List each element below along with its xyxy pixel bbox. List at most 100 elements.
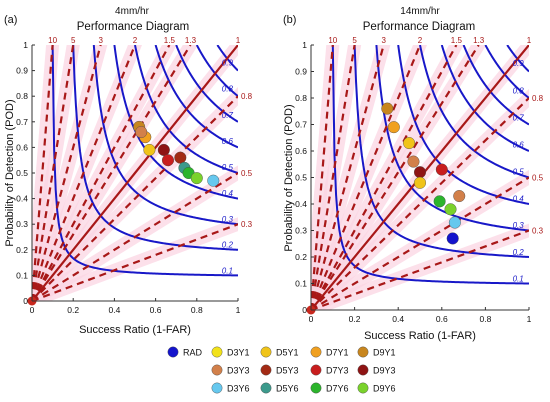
legend-label-d5y6: D5Y6 bbox=[276, 384, 299, 394]
panel-a-y-tick-label: 0.6 bbox=[16, 142, 28, 152]
legend-label-d7y6: D7Y6 bbox=[326, 384, 349, 394]
panel-a-bias-line bbox=[32, 45, 54, 301]
panel-b-bias-line bbox=[311, 45, 356, 310]
panel-b-point-d3y3 bbox=[407, 155, 420, 168]
legend-label-d9y6: D9Y6 bbox=[373, 384, 396, 394]
panel-a-x-tick-label: 1 bbox=[236, 305, 241, 315]
panel-a-bias-top-label: 1.5 bbox=[164, 36, 176, 45]
panel-b-y-tick-label: 0.9 bbox=[295, 67, 307, 77]
panel-b-x-tick-label: 0 bbox=[309, 314, 314, 324]
legend-label-d3y6: D3Y6 bbox=[227, 384, 250, 394]
panel-b-clipped-area bbox=[311, 45, 529, 310]
panel-a-y-tick-label: 0.4 bbox=[16, 194, 28, 204]
panel-a-point-d3y3 bbox=[135, 126, 148, 139]
panel-a-x-tick-label: 0.4 bbox=[108, 305, 120, 315]
panel-b-csi-label: 0.5 bbox=[513, 167, 525, 176]
panel-a-bias-line bbox=[32, 45, 75, 301]
panel-a-point-d5y3 bbox=[174, 151, 187, 164]
panel-b-plot: 0 0.2 0.4 0.6 0.8 100.10.20.30.40.50.60.70.80… bbox=[295, 36, 544, 324]
panel-a-csi-label: 0.1 bbox=[222, 266, 233, 275]
panel-b-bias-line bbox=[311, 97, 529, 310]
panel-a-y-tick-label: 1 bbox=[23, 40, 28, 50]
panel-a-point-d9y3 bbox=[157, 143, 170, 156]
panel-b-x-tick-label: 1 bbox=[527, 314, 532, 324]
panel-a-y-tick-label: 0.2 bbox=[16, 245, 28, 255]
legend-label-rad: RAD bbox=[183, 348, 203, 358]
panel-b-csi-contour bbox=[462, 45, 529, 126]
panel-b-bias-top-label: 3 bbox=[381, 36, 386, 45]
panel-a-csi-label: 0.3 bbox=[222, 215, 234, 224]
panel-b-point-d7y3 bbox=[435, 163, 448, 176]
panel-a-y-tick-label: 0 bbox=[23, 296, 28, 306]
panel-a-y-tick-label: 0.3 bbox=[16, 219, 28, 229]
panel-a-csi-label: 0.9 bbox=[222, 58, 234, 67]
panel-b-bias-top-label: 2 bbox=[418, 36, 423, 45]
panel-b-point-d3y3 bbox=[453, 190, 466, 203]
panel-a-csi-label: 0.5 bbox=[222, 163, 234, 172]
panel-a-bias-line bbox=[32, 45, 238, 301]
panel-b-csi-label: 0.4 bbox=[513, 194, 525, 203]
panel-a-x-tick-label: 0.2 bbox=[67, 305, 79, 315]
legend-label-d5y3: D5Y3 bbox=[276, 366, 299, 376]
panel-a-bias-line bbox=[32, 45, 171, 301]
panel-b-point-d7y6 bbox=[433, 195, 446, 208]
panel-b-point-d3y6 bbox=[448, 216, 461, 229]
legend-label-d9y3: D9Y3 bbox=[373, 366, 396, 376]
panel-a-csi-contour bbox=[92, 45, 238, 226]
legend-marker-d7y1 bbox=[310, 346, 322, 358]
legend-marker-d9y1 bbox=[357, 346, 369, 358]
panel-a-csi-contour bbox=[195, 45, 238, 97]
panel-a-x-tick-label: 0 bbox=[30, 305, 35, 315]
legend-marker-d9y6 bbox=[357, 382, 369, 394]
panel-a-bias-top-label: 3 bbox=[98, 36, 103, 45]
panel-b-point-rad bbox=[446, 232, 459, 245]
panel-b-x-tick-label: 0.8 bbox=[479, 314, 491, 324]
panel-b-bias-top-label: 10 bbox=[328, 36, 337, 45]
panel-b-x-tick-label: 0.2 bbox=[349, 314, 361, 324]
panel-b-csi-label: 0.7 bbox=[513, 114, 525, 123]
panel-b-title: Performance Diagram bbox=[363, 21, 475, 33]
panel-a-subtitle: 4mm/hr bbox=[115, 6, 150, 17]
panel-b-x-tick-label: 0.4 bbox=[392, 314, 404, 324]
panel-a-xlabel: Success Ratio (1-FAR) bbox=[79, 324, 191, 336]
panel-b-point-d9y6 bbox=[444, 203, 457, 216]
panel-a-y-tick-label: 0.5 bbox=[16, 168, 28, 178]
panel-a-csi-contour bbox=[154, 45, 238, 149]
legend-marker-d7y6 bbox=[310, 382, 322, 394]
panel-b-y-tick-label: 0.2 bbox=[295, 252, 307, 262]
panel-a-x-tick-label: 0.6 bbox=[150, 305, 162, 315]
panel-b-point-d5y1 bbox=[403, 137, 416, 150]
panel-b-bias-right-label: 0.8 bbox=[532, 94, 544, 103]
panel-b-bias-line bbox=[311, 45, 480, 310]
panel-b-y-tick-label: 0.4 bbox=[295, 199, 307, 209]
legend: RAD D3Y1 D5Y1 D7Y1 D9Y1 D3Y3 D5Y3 D7Y3 D9Y3 D3Y6 D… bbox=[167, 346, 396, 394]
legend-label-d7y3: D7Y3 bbox=[326, 366, 349, 376]
panel-a-bias-top-label: 10 bbox=[48, 36, 57, 45]
panel-b-ylabel: Probability of Detection (POD) bbox=[283, 104, 295, 251]
panel-a-bias-top-label: 2 bbox=[133, 36, 138, 45]
legend-label-d3y1: D3Y1 bbox=[227, 348, 250, 358]
legend-label-d3y3: D3Y3 bbox=[227, 366, 250, 376]
panel-a-plot: 0 0.2 0.4 0.6 0.8 100.10.20.30.40.50.60.70.80… bbox=[16, 36, 253, 315]
panel-b-label: (b) bbox=[283, 14, 296, 26]
panel-b-point-d7y1 bbox=[387, 121, 400, 134]
legend-marker-d3y3 bbox=[211, 364, 223, 376]
panel-b-bias-top-label: 1 bbox=[527, 36, 532, 45]
panel-a-bias-top-label: 1 bbox=[236, 36, 241, 45]
panel-a-csi-label: 0.7 bbox=[222, 111, 234, 120]
panel-b-csi-contour bbox=[440, 45, 529, 152]
legend-marker-d9y3 bbox=[357, 364, 369, 376]
legend-marker-d7y3 bbox=[310, 364, 322, 376]
panel-a-clipped-area bbox=[32, 45, 238, 301]
panel-a-csi-label: 0.2 bbox=[222, 241, 234, 250]
panel-a: (a) 4mm/hr Performance Diagram 0 0.2 0.4 0.… bbox=[4, 6, 253, 336]
panel-b-csi-contour bbox=[331, 45, 529, 285]
panel-b-y-tick-label: 0.6 bbox=[295, 146, 307, 156]
panel-b-bias-line bbox=[311, 45, 385, 310]
panel-a-point-d7y3 bbox=[161, 154, 174, 167]
panel-b-bias-top-label: 1.3 bbox=[473, 36, 485, 45]
panel-b-csi-label: 0.3 bbox=[513, 221, 525, 230]
panel-b-bias-top-label: 5 bbox=[352, 36, 357, 45]
legend-marker-d3y6 bbox=[211, 382, 223, 394]
panel-a-y-tick-label: 0.7 bbox=[16, 117, 28, 127]
